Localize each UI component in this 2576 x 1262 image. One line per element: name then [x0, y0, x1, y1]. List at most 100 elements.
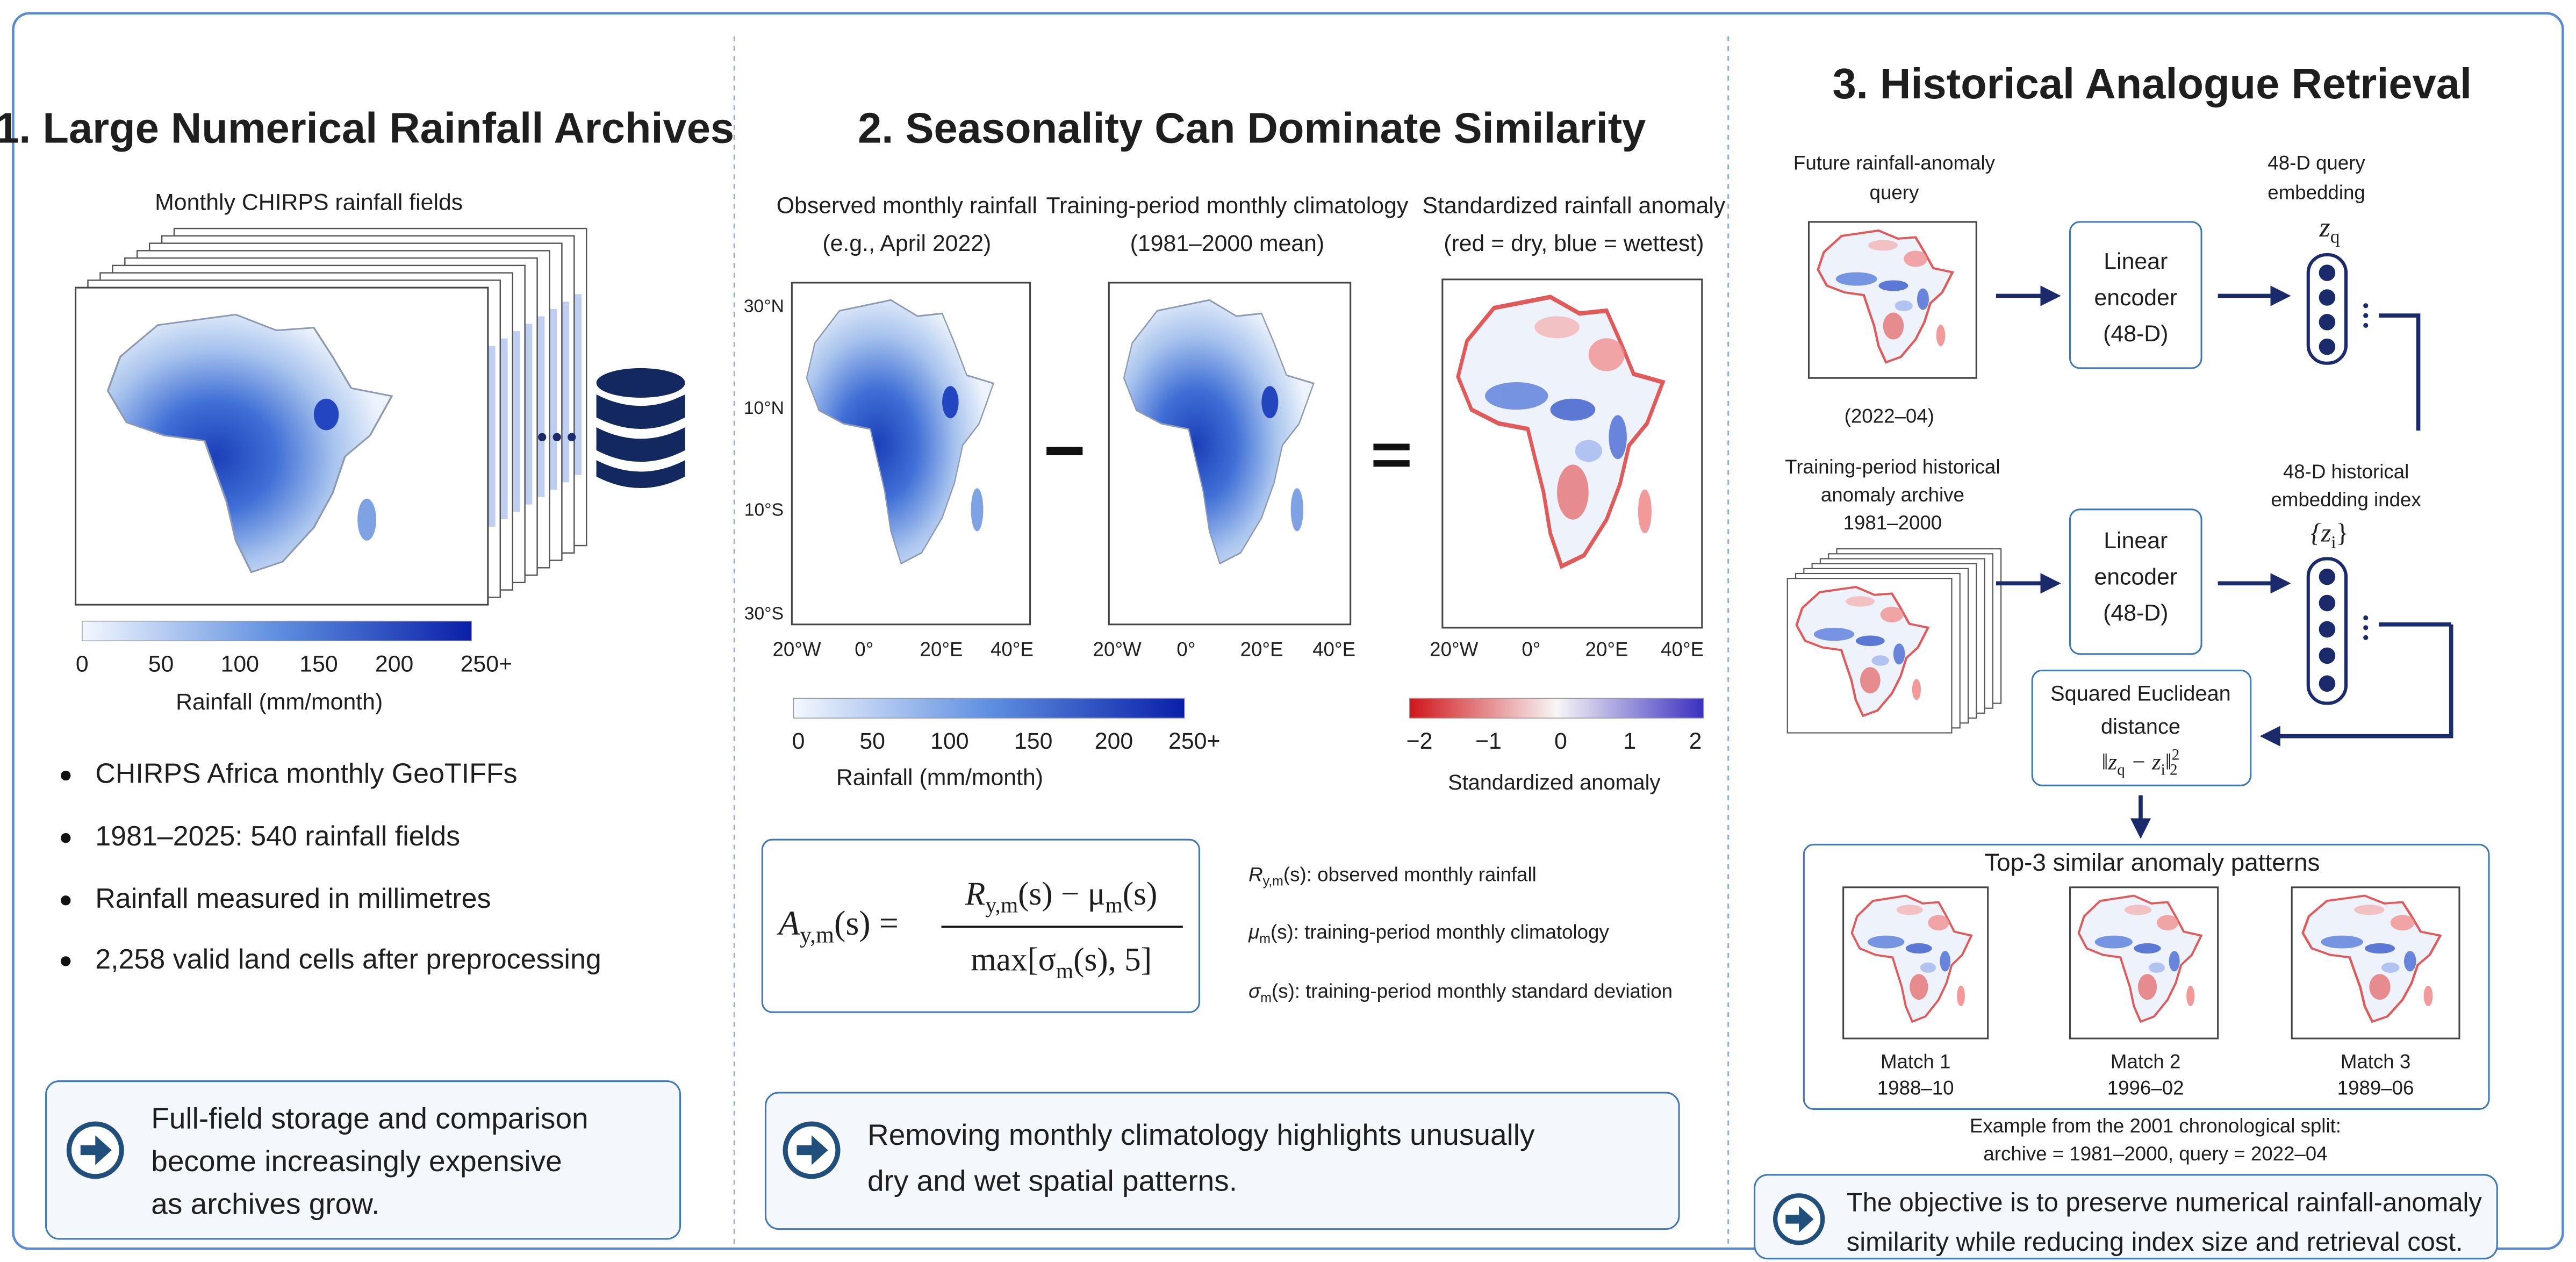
colorbar-tick: 50 [859, 728, 885, 754]
text-part: R [965, 876, 985, 912]
text-part: ‖z [2102, 749, 2118, 775]
bullet-text: CHIRPS Africa monthly GeoTIFFs [95, 758, 517, 790]
text-part: (s) = [834, 904, 899, 942]
match-date: 1989–06 [2337, 1077, 2414, 1099]
text-part: } [2336, 518, 2349, 548]
text-part: y,m [800, 922, 834, 948]
colorbar-tick: 150 [1014, 728, 1052, 754]
colorbar [1410, 698, 1704, 718]
text-part: m [1056, 958, 1073, 983]
colorbar-tick: −2 [1407, 728, 1433, 754]
text-part: μ [1248, 921, 1259, 943]
bullet-text: 2,258 valid land cells after preprocessi… [95, 944, 601, 975]
colorbar-tick: 0 [76, 651, 89, 677]
match-name: Match 3 [2341, 1051, 2410, 1073]
subtitle: Monthly CHIRPS rainfall fields [155, 190, 463, 216]
map-title: Standardized rainfall anomaly [1423, 193, 1726, 219]
arrow-icon [69, 1124, 121, 1177]
minus-sign [1046, 447, 1082, 455]
map-title: Training-period monthly climatology [1046, 193, 1409, 219]
text-part: 2 [2170, 761, 2178, 778]
formula-lhs: Ay,m(s) = [777, 904, 899, 948]
text-part: y,m [1263, 873, 1283, 888]
query-label: Future rainfall-anomaly [1793, 152, 1996, 174]
colorbar-tick: 100 [930, 728, 968, 754]
match-date: 1996–02 [2107, 1077, 2184, 1099]
lon-tick: 40°E [991, 638, 1034, 660]
lon-tick: 20°E [1585, 638, 1628, 660]
definition: σm(s): training-period monthly standard … [1248, 980, 1673, 1005]
map-title: (red = dry, blue = wettest) [1444, 231, 1704, 256]
embedding-label: embedding [2268, 182, 2365, 204]
lon-tick: 0° [1176, 638, 1195, 660]
colorbar-tick: 200 [1095, 728, 1133, 754]
index-label: 48-D historical [2283, 461, 2409, 483]
lon-tick: 20°E [920, 638, 963, 660]
lon-tick: 0° [1522, 638, 1540, 660]
lon-tick: 20°W [1093, 638, 1142, 660]
text-part: {z [2310, 518, 2331, 548]
archive-label: 1981–2000 [1843, 512, 1942, 534]
query-label: query [1870, 182, 1919, 204]
encoder-label: Linear [2104, 249, 2168, 275]
note-text: similarity while reducing index size and… [1847, 1228, 2463, 1257]
text-part: m [1105, 892, 1122, 917]
lon-tick: 40°E [1312, 638, 1355, 660]
text-part: (s), 5] [1073, 942, 1152, 978]
lat-tick: 10°S [744, 500, 784, 520]
text-part: q [2117, 761, 2125, 778]
index-symbol: {zi} [2310, 518, 2349, 552]
colorbar-tick: 1 [1623, 728, 1636, 754]
text-part: (s) [1123, 876, 1158, 912]
embedding-label: 48-D query [2268, 152, 2365, 174]
archive-stack [1788, 549, 2001, 733]
map-title: (e.g., April 2022) [822, 231, 991, 256]
match-date: 1988–10 [1877, 1077, 1954, 1099]
colorbar-label: Standardized anomaly [1448, 771, 1660, 794]
map-title: Observed monthly rainfall [777, 193, 1037, 219]
lat-tick: 30°N [744, 297, 784, 317]
colorbar-tick: 50 [148, 651, 174, 677]
colorbar-tick: 150 [299, 651, 338, 677]
text-part: z [2319, 212, 2330, 243]
colorbar-tick: 0 [792, 728, 805, 754]
note-text: Removing monthly climatology highlights … [867, 1118, 1535, 1151]
text-part: (s): observed monthly rainfall [1283, 863, 1537, 885]
note-text: as archives grow. [151, 1187, 379, 1220]
results-title: Top-3 similar anomaly patterns [1984, 848, 2320, 876]
lat-tick: 10°N [744, 398, 784, 418]
text-part: q [2330, 226, 2340, 247]
arrow-icon [785, 1124, 838, 1177]
page: 1. Large Numerical Rainfall ArchivesMont… [0, 0, 2576, 1262]
encoder-label: Linear [2104, 528, 2168, 554]
text-part: σ [1248, 980, 1261, 1002]
lon-tick: 40°E [1661, 638, 1704, 660]
colorbar-tick: 250+ [1168, 728, 1220, 754]
text-part: (s): training-period monthly standard de… [1272, 980, 1673, 1002]
note-text: Full-field storage and comparison [151, 1101, 588, 1135]
match-name: Match 1 [1881, 1051, 1950, 1073]
colorbar-label: Rainfall (mm/month) [836, 764, 1043, 790]
definition: Ry,m(s): observed monthly rainfall [1248, 863, 1537, 888]
archive-label: Training-period historical [1785, 456, 2000, 478]
map-title: (1981–2000 mean) [1130, 231, 1325, 256]
colorbar-tick: 100 [221, 651, 259, 677]
encoder-label: (48-D) [2103, 321, 2168, 347]
distance-label: Squared Euclidean [2050, 682, 2231, 706]
lon-tick: 0° [855, 638, 873, 660]
text-part: (s): training-period monthly climatology [1271, 921, 1609, 943]
arrow-icon [1775, 1195, 1822, 1243]
colorbar-tick: 0 [1554, 728, 1567, 754]
colorbar-label: Rainfall (mm/month) [176, 689, 383, 715]
text-part: − z [2125, 749, 2161, 775]
colorbar-tick: 2 [1689, 728, 1702, 754]
distance-label: distance [2101, 715, 2180, 738]
encoder-label: encoder [2094, 285, 2177, 311]
text-part: (s) − μ [1018, 876, 1105, 912]
query-date: (2022–04) [1845, 405, 1934, 427]
text-part: m [1260, 990, 1272, 1005]
text-part: R [1248, 863, 1262, 885]
lon-tick: 20°W [1430, 638, 1478, 660]
example-text: Example from the 2001 chronological spli… [1970, 1115, 2341, 1137]
